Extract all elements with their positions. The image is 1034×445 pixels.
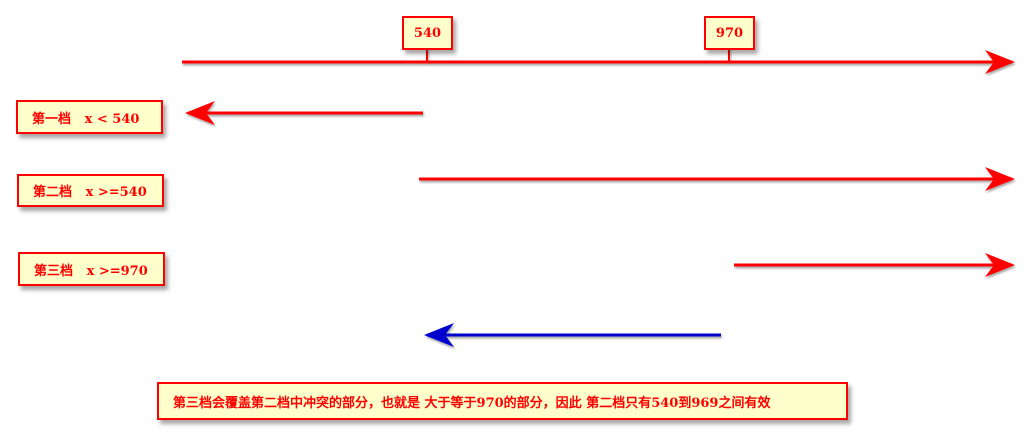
tick-label-970: 970 <box>704 16 755 50</box>
tier3-label: 第三档 x >=970 <box>18 252 165 286</box>
explanation-note: 第三档会覆盖第二档中冲突的部分，也就是 大于等于970的部分，因此 第二档只有5… <box>157 382 848 420</box>
tier1-label: 第一档 x < 540 <box>16 100 163 134</box>
tick-label-540: 540 <box>402 16 453 50</box>
tier2-label: 第二档 x >=540 <box>17 174 164 207</box>
